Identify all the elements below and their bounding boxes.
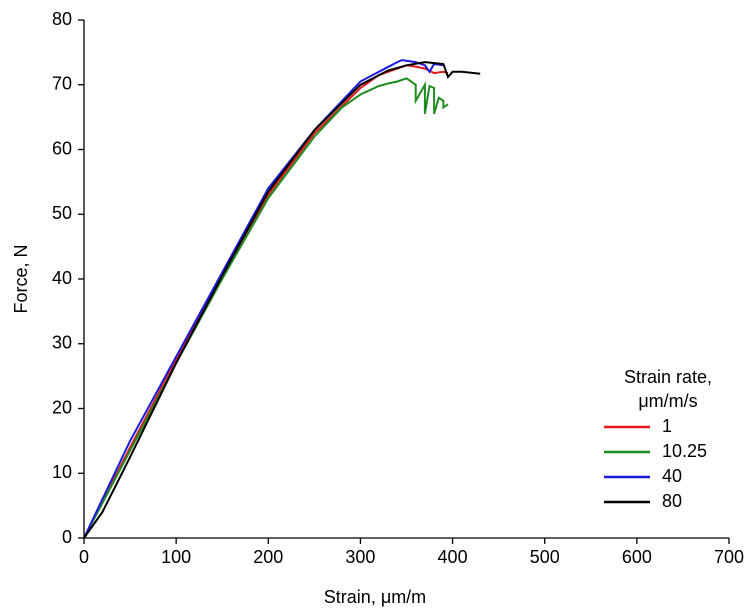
x-tick-label: 300 [345, 547, 375, 567]
y-tick-label: 40 [52, 268, 72, 288]
legend-label: 80 [662, 491, 682, 511]
data-line [83, 77, 449, 539]
legend-title: Strain rate, [624, 367, 712, 387]
y-tick-label: 70 [52, 74, 72, 94]
legend-label: 1 [662, 416, 672, 436]
legend-label: 10.25 [662, 441, 707, 461]
x-tick-label: 100 [161, 547, 191, 567]
data-line [83, 64, 449, 539]
y-tick-label: 0 [62, 527, 72, 547]
x-tick-label: 700 [714, 547, 744, 567]
y-tick-label: 10 [52, 462, 72, 482]
legend-title: μm/m/s [638, 391, 697, 411]
x-tick-label: 400 [438, 547, 468, 567]
data-line [83, 59, 444, 539]
y-axis-label: Force, N [11, 244, 31, 313]
x-tick-label: 600 [622, 547, 652, 567]
data-line [83, 61, 481, 539]
y-tick-label: 50 [52, 203, 72, 223]
x-tick-label: 200 [253, 547, 283, 567]
y-tick-label: 60 [52, 138, 72, 158]
x-axis-label: Strain, μm/m [324, 587, 426, 607]
y-tick-label: 80 [52, 9, 72, 29]
y-tick-label: 20 [52, 397, 72, 417]
x-tick-label: 0 [79, 547, 89, 567]
y-tick-label: 30 [52, 333, 72, 353]
legend-label: 40 [662, 466, 682, 486]
x-tick-label: 500 [530, 547, 560, 567]
